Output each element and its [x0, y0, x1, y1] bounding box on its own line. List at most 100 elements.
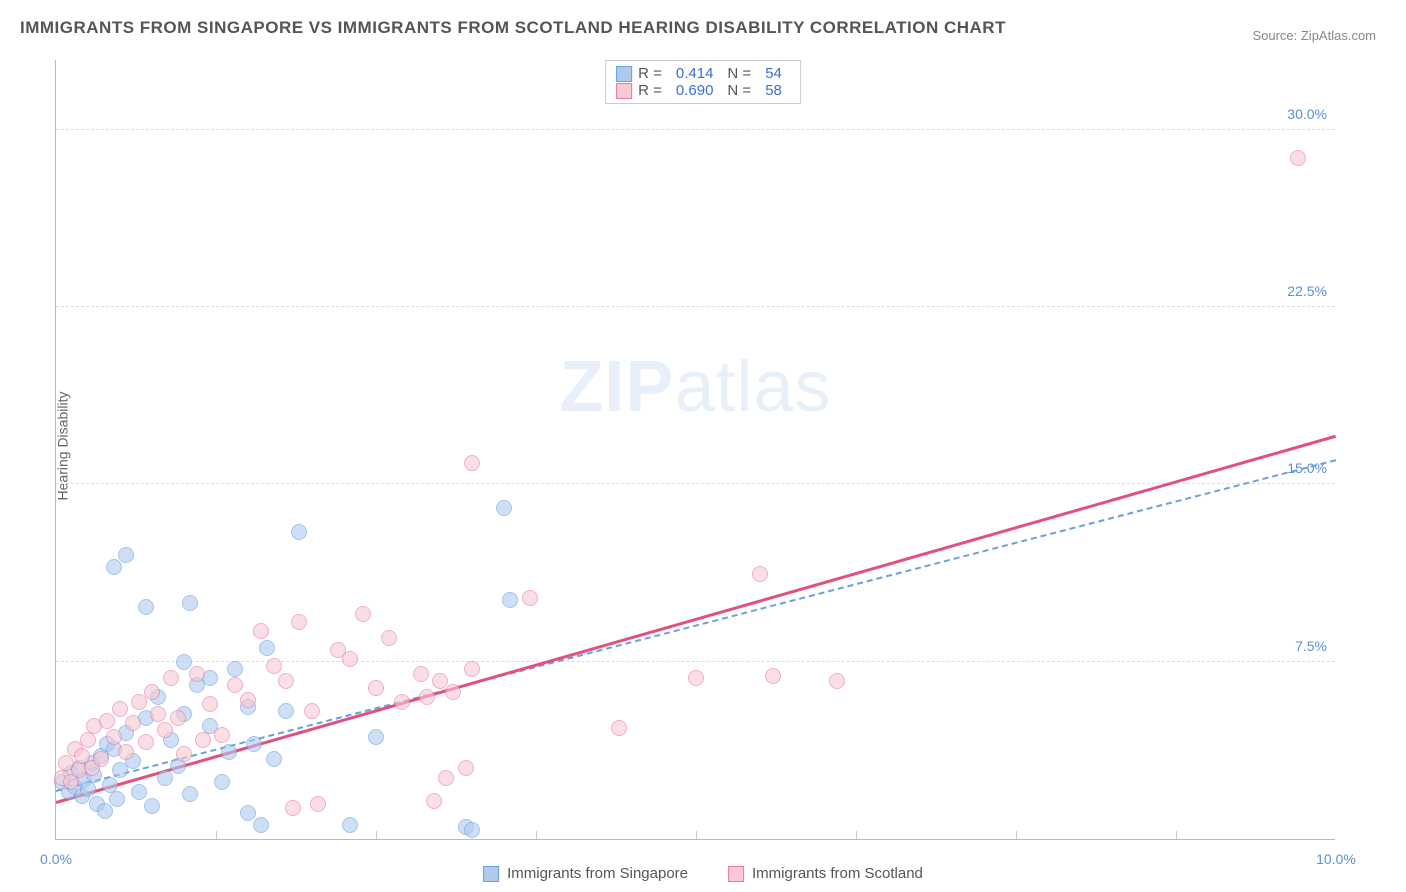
data-point: [106, 729, 122, 745]
data-point: [138, 734, 154, 750]
data-point: [214, 727, 230, 743]
gridline: [376, 831, 377, 839]
data-point: [310, 796, 326, 812]
data-point: [522, 590, 538, 606]
data-point: [259, 640, 275, 656]
data-point: [240, 805, 256, 821]
data-point: [496, 500, 512, 516]
legend-item: Immigrants from Singapore: [483, 865, 688, 882]
gridline: [216, 831, 217, 839]
data-point: [438, 770, 454, 786]
data-point: [125, 715, 141, 731]
legend-n-label: N =: [727, 65, 751, 82]
legend-label: Immigrants from Singapore: [507, 865, 688, 882]
data-point: [266, 658, 282, 674]
data-point: [502, 592, 518, 608]
scatter-plot: ZIPatlas 7.5%15.0%22.5%30.0%0.0%10.0%: [55, 60, 1335, 840]
data-point: [80, 732, 96, 748]
gridline: [1176, 831, 1177, 839]
data-point: [291, 614, 307, 630]
data-point: [464, 822, 480, 838]
legend-r-label: R =: [638, 65, 662, 82]
data-point: [432, 673, 448, 689]
data-point: [1290, 150, 1306, 166]
y-tick-label: 30.0%: [1287, 106, 1327, 122]
legend-row: R = 0.414 N = 54: [616, 65, 790, 82]
data-point: [342, 651, 358, 667]
legend-r-value: 0.414: [676, 65, 714, 82]
data-point: [381, 630, 397, 646]
legend-n-value: 54: [765, 65, 782, 82]
x-tick-label: 0.0%: [40, 851, 72, 867]
legend-r-value: 0.690: [676, 82, 714, 99]
data-point: [227, 677, 243, 693]
data-point: [829, 673, 845, 689]
data-point: [278, 673, 294, 689]
data-point: [304, 703, 320, 719]
data-point: [150, 706, 166, 722]
data-point: [112, 701, 128, 717]
data-point: [93, 751, 109, 767]
data-point: [240, 692, 256, 708]
data-point: [342, 817, 358, 833]
data-point: [144, 798, 160, 814]
data-point: [611, 720, 627, 736]
data-point: [163, 670, 179, 686]
legend-swatch: [616, 66, 632, 82]
data-point: [413, 666, 429, 682]
data-point: [355, 606, 371, 622]
gridline: [856, 831, 857, 839]
data-point: [202, 696, 218, 712]
data-point: [170, 710, 186, 726]
legend-swatch: [616, 83, 632, 99]
data-point: [419, 689, 435, 705]
gridline: [56, 483, 1335, 484]
data-point: [253, 623, 269, 639]
data-point: [752, 566, 768, 582]
correlation-legend: R = 0.414 N = 54R = 0.690 N = 58: [605, 60, 801, 104]
data-point: [253, 817, 269, 833]
data-point: [278, 703, 294, 719]
legend-label: Immigrants from Scotland: [752, 865, 923, 882]
chart-title: IMMIGRANTS FROM SINGAPORE VS IMMIGRANTS …: [20, 18, 1006, 38]
data-point: [131, 784, 147, 800]
data-point: [445, 684, 461, 700]
data-point: [426, 793, 442, 809]
data-point: [246, 736, 262, 752]
gridline: [56, 306, 1335, 307]
data-point: [765, 668, 781, 684]
data-point: [118, 547, 134, 563]
data-point: [285, 800, 301, 816]
data-point: [106, 559, 122, 575]
legend-r-label: R =: [638, 82, 662, 99]
data-point: [118, 744, 134, 760]
data-point: [182, 595, 198, 611]
source-credit: Source: ZipAtlas.com: [1252, 28, 1376, 43]
data-point: [688, 670, 704, 686]
data-point: [157, 770, 173, 786]
gridline: [696, 831, 697, 839]
data-point: [109, 791, 125, 807]
legend-swatch: [728, 866, 744, 882]
data-point: [227, 661, 243, 677]
data-point: [266, 751, 282, 767]
data-point: [221, 744, 237, 760]
x-tick-label: 10.0%: [1316, 851, 1356, 867]
watermark: ZIPatlas: [559, 346, 831, 428]
legend-swatch: [483, 866, 499, 882]
data-point: [182, 786, 198, 802]
data-point: [176, 654, 192, 670]
gridline: [1016, 831, 1017, 839]
data-point: [144, 684, 160, 700]
data-point: [368, 680, 384, 696]
data-point: [138, 599, 154, 615]
legend-item: Immigrants from Scotland: [728, 865, 923, 882]
data-point: [189, 666, 205, 682]
legend-n-value: 58: [765, 82, 782, 99]
data-point: [195, 732, 211, 748]
series-legend: Immigrants from Singapore Immigrants from…: [483, 865, 923, 882]
data-point: [176, 746, 192, 762]
data-point: [464, 661, 480, 677]
gridline: [56, 661, 1335, 662]
data-point: [97, 803, 113, 819]
